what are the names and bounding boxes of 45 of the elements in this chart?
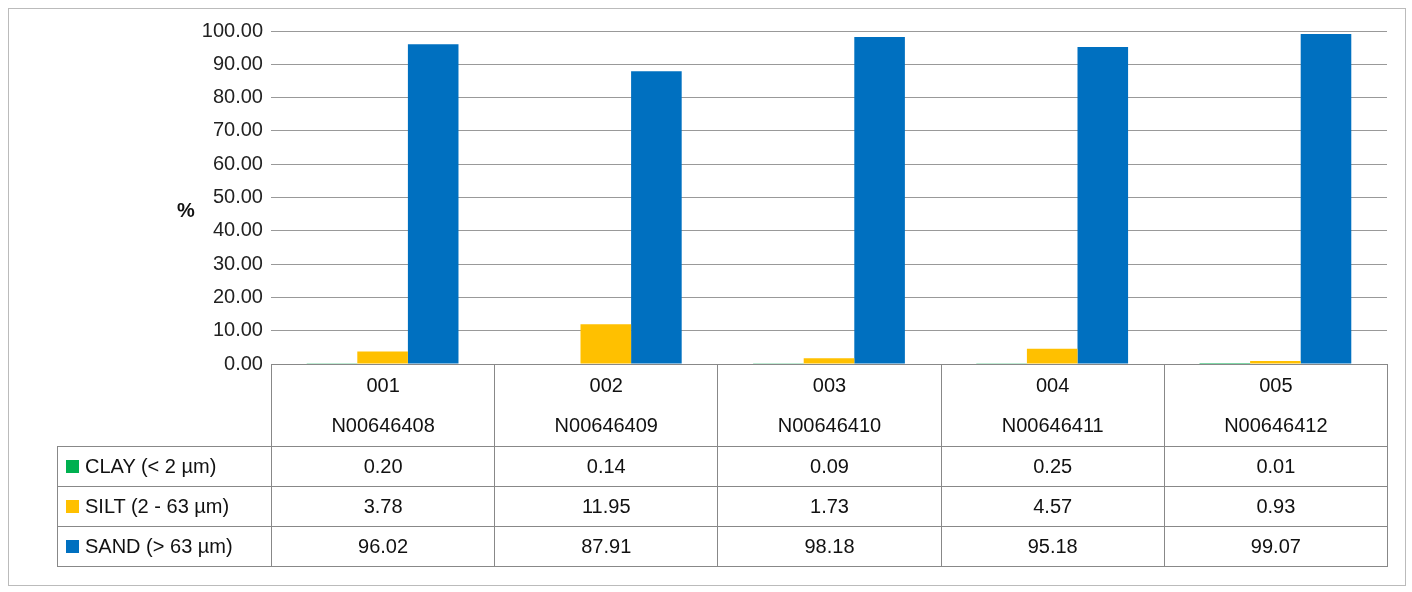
data-label: 87.91 xyxy=(494,526,719,567)
y-tick-label: 30.00 xyxy=(212,251,263,274)
x-tick-label: 003 N00646410 xyxy=(777,373,882,438)
bar xyxy=(357,351,408,364)
y-axis-title: % xyxy=(177,199,195,222)
x-tick-label: 001 N00646408 xyxy=(331,373,435,438)
legend-label: SILT (2 - 63 µm) xyxy=(85,495,230,518)
data-label: 99.07 xyxy=(1163,526,1388,567)
legend-label: CLAY (< 2 µm) xyxy=(85,455,217,478)
bar xyxy=(854,37,905,364)
bar xyxy=(1300,34,1352,364)
data-label: 0.20 xyxy=(271,446,496,487)
y-tick-label: 0.00 xyxy=(224,351,263,374)
data-label: 98.18 xyxy=(717,526,942,567)
y-tick-label: 100.00 xyxy=(201,18,263,41)
data-label: 0.14 xyxy=(494,446,719,487)
x-tick-label: 005 N00646412 xyxy=(1224,373,1328,438)
bar xyxy=(407,44,459,364)
y-tick-label: 80.00 xyxy=(212,85,263,108)
data-label: 0.25 xyxy=(940,446,1165,487)
bar xyxy=(1026,348,1078,364)
data-label: 0.09 xyxy=(717,446,942,487)
bar xyxy=(580,324,632,364)
bar xyxy=(631,71,682,364)
data-label: 4.57 xyxy=(940,486,1165,527)
x-tick-label: 004 N00646411 xyxy=(1001,373,1104,438)
data-label: 0.01 xyxy=(1163,446,1388,487)
data-label: 11.95 xyxy=(494,486,719,527)
bar xyxy=(1250,360,1301,364)
y-tick-label: 90.00 xyxy=(212,51,263,74)
y-tick-label: 20.00 xyxy=(212,284,263,307)
data-label: 1.73 xyxy=(717,486,942,527)
y-tick-label: 40.00 xyxy=(212,218,263,241)
y-tick-label: 50.00 xyxy=(212,185,263,208)
y-tick-label: 60.00 xyxy=(212,151,263,174)
bar xyxy=(1077,47,1129,364)
x-tick-label: 002 N00646409 xyxy=(554,373,658,438)
data-label: 3.78 xyxy=(271,486,496,527)
data-label: 0.93 xyxy=(1163,486,1388,527)
data-label: 95.18 xyxy=(940,526,1165,567)
data-label: 96.02 xyxy=(271,526,496,567)
y-tick-label: 70.00 xyxy=(212,118,263,141)
bar xyxy=(803,358,855,364)
y-tick-label: 10.00 xyxy=(212,318,263,341)
legend-label: SAND (> 63 µm) xyxy=(85,535,233,558)
